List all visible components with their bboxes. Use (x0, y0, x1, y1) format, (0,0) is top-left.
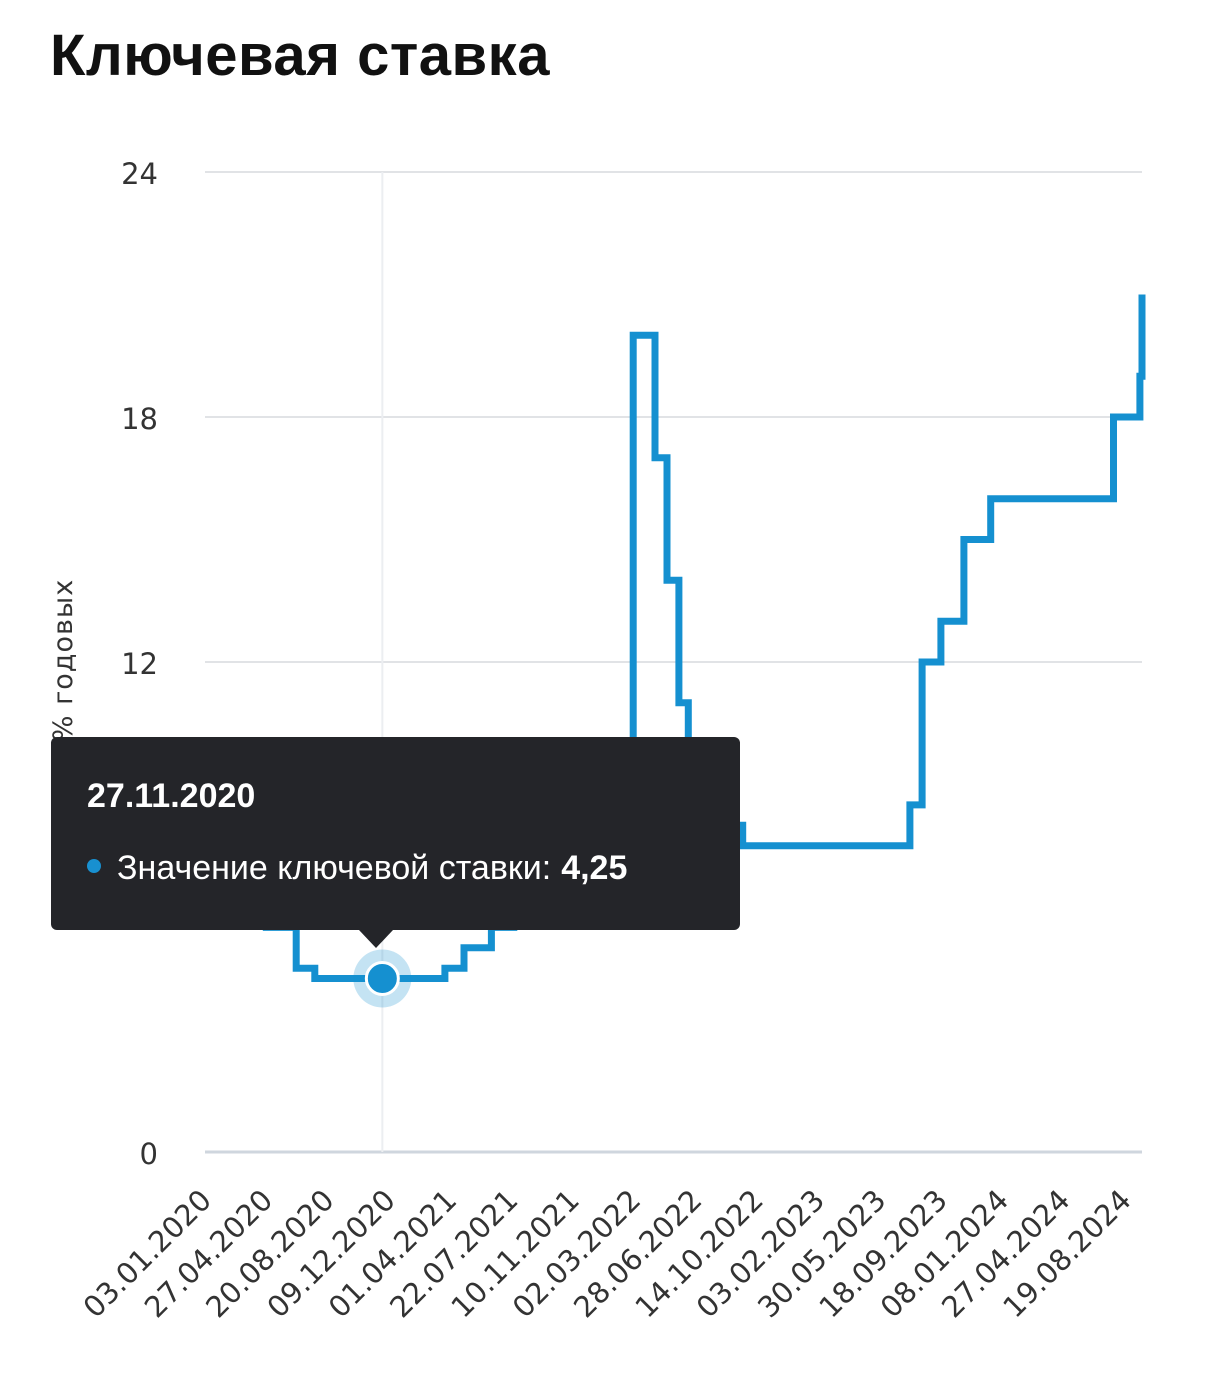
tooltip-date: 27.11.2020 (87, 777, 256, 815)
page-title: Ключевая ставка (50, 23, 550, 88)
y-tick-label: 12 (121, 647, 158, 681)
series-line-key-rate[interactable] (205, 294, 1146, 982)
y-tick-label: 18 (121, 402, 158, 436)
tooltip: 27.11.2020 Значение ключевой ставки: 4,25 (51, 737, 740, 948)
tooltip-row: Значение ключевой ставки: 4,25 (87, 849, 627, 888)
series-dot-icon (87, 859, 101, 874)
tooltip-value: 4,25 (561, 849, 628, 887)
y-tick-label: 24 (121, 157, 158, 191)
y-tick-label: 0 (140, 1137, 158, 1171)
highlight-marker[interactable] (364, 960, 400, 996)
tooltip-arrow-icon (359, 930, 393, 948)
tooltip-label: Значение ключевой ставки: (117, 849, 552, 887)
y-axis-label: % годовых (48, 579, 79, 741)
